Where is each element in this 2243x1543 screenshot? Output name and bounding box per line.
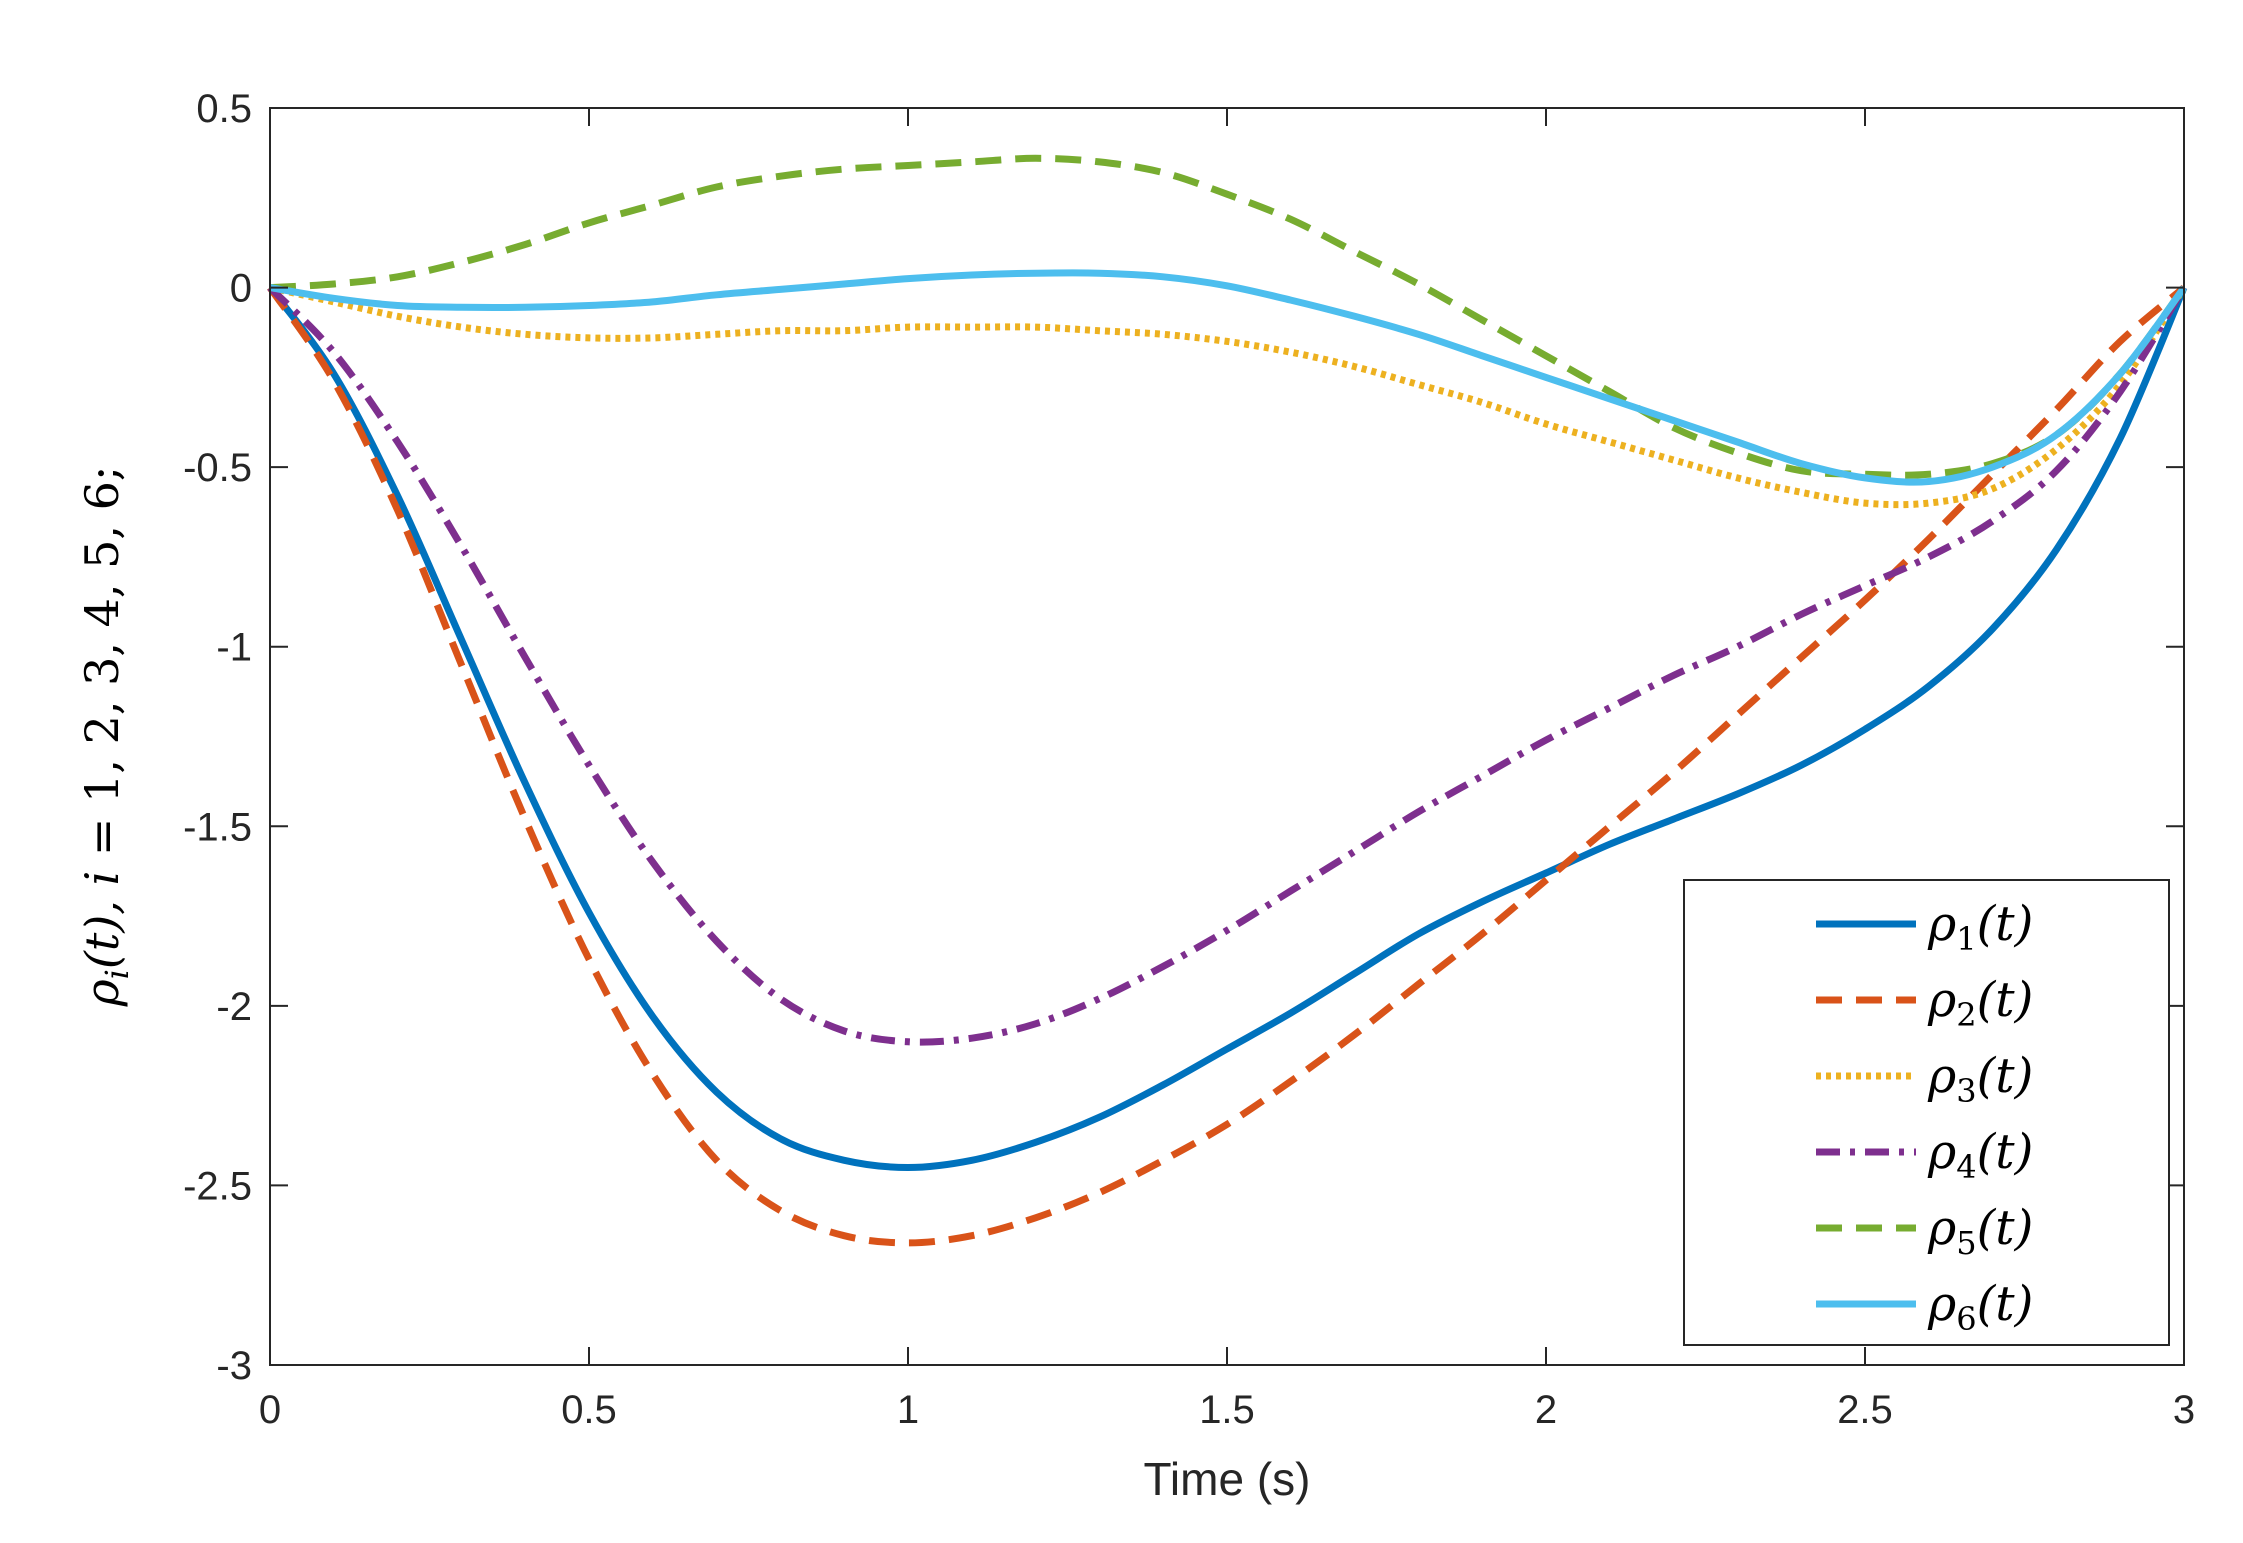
x-tick-label: 0.5	[561, 1388, 617, 1432]
y-tick-label: -1	[216, 626, 252, 670]
series-line-3	[269, 284, 2187, 509]
legend-label-4: ρ4(t)	[1927, 1124, 2033, 1186]
y-axis-label-var: i	[75, 871, 129, 886]
legend-label-3: ρ3(t)	[1927, 1048, 2033, 1110]
y-tick-label: -0.5	[183, 446, 252, 490]
x-tick-label: 3	[2173, 1388, 2195, 1432]
series-line-5	[269, 154, 2187, 479]
y-tick-label: -3	[216, 1344, 252, 1388]
legend-label-1: ρ1(t)	[1927, 896, 2033, 958]
y-tick-label: -2.5	[183, 1164, 252, 1208]
x-tick-label: 2.5	[1837, 1388, 1893, 1432]
x-axis-label: Time (s)	[1144, 1453, 1311, 1505]
y-tick-label: -2	[216, 985, 252, 1029]
tick-layer: 0 0.5 1 1.5 2 2.5 3 0.5 0 -0.5 -1 -1.5 -2 -2.5 -3	[183, 87, 2195, 1432]
y-axis-label: ρi(t), i = 1, 2, 3, 4, 5, 6;	[75, 466, 136, 1008]
series-line-1	[267, 285, 2188, 1171]
x-tick-label: 1	[897, 1388, 919, 1432]
x-tick-label: 1.5	[1199, 1388, 1255, 1432]
series-line-2	[267, 284, 2187, 1247]
legend-box	[1683, 879, 2170, 1346]
series-line-4	[267, 285, 2187, 1046]
series-layer	[267, 154, 2188, 1247]
y-tick-label: 0	[230, 267, 252, 311]
y-axis-label-rest: = 1, 2, 3, 4, 5, 6;	[75, 466, 129, 871]
y-axis-label-arg: (t),	[75, 885, 129, 969]
y-tick-label: -1.5	[183, 805, 252, 849]
y-tick-label: 0.5	[196, 87, 252, 131]
legend-label-6: ρ6(t)	[1927, 1276, 2033, 1338]
series-line-6	[269, 269, 2187, 486]
legend: ρ1(t) ρ2(t) ρ3(t) ρ4(t) ρ5(t) ρ6(t)	[1683, 879, 2170, 1346]
x-tick-label: 0	[259, 1388, 281, 1432]
y-axis-label-symbol: ρ	[75, 979, 129, 1007]
legend-label-5: ρ5(t)	[1927, 1200, 2033, 1262]
legend-label-2: ρ2(t)	[1927, 972, 2033, 1034]
y-axis-label-subscript: i	[98, 969, 136, 979]
x-tick-label: 2	[1535, 1388, 1557, 1432]
